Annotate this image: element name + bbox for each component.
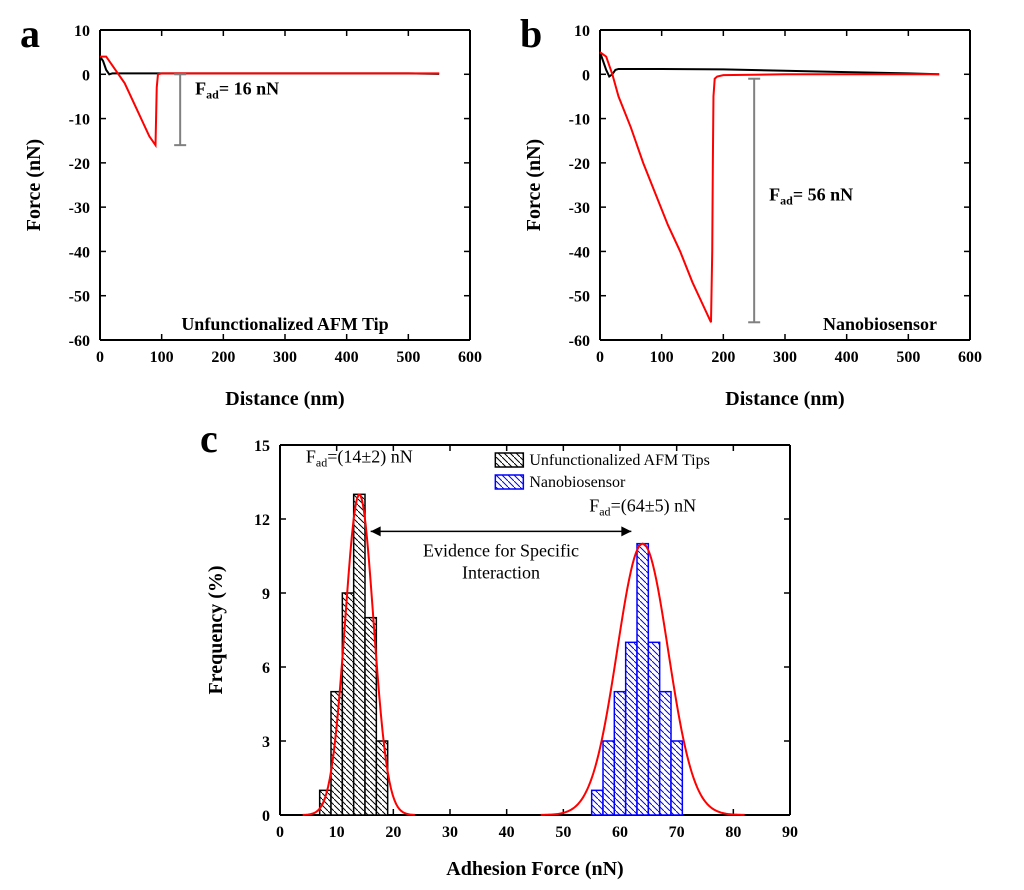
svg-text:0: 0 [262, 808, 270, 825]
figure: a -60-50-40-30-20-10010 0100200300400500… [0, 0, 1024, 889]
plot-bg [100, 30, 470, 340]
svg-text:10: 10 [74, 23, 90, 40]
svg-text:-10: -10 [69, 112, 90, 129]
svg-text:20: 20 [385, 824, 401, 841]
panel-b: b -60 -50 -40 -30 -20 -10 0 10 0 100 200 300 400 500… [520, 10, 1000, 410]
panel-c-label: c [200, 415, 218, 462]
panel-b-inset-title: Nanobiosensor [823, 314, 937, 334]
svg-text:400: 400 [335, 349, 359, 366]
svg-text:40: 40 [499, 824, 515, 841]
svg-text:100: 100 [150, 349, 174, 366]
panel-b-chart: -60 -50 -40 -30 -20 -10 0 10 0 100 200 300 400 500 60… [520, 10, 1000, 410]
svg-text:-50: -50 [569, 289, 590, 306]
svg-text:0: 0 [276, 824, 284, 841]
svg-text:60: 60 [612, 824, 628, 841]
svg-text:10: 10 [329, 824, 345, 841]
svg-text:200: 200 [211, 349, 235, 366]
panel-c-chart: 03691215 0102030405060708090 Fad=(14±2) … [200, 415, 820, 885]
svg-text:-50: -50 [69, 289, 90, 306]
svg-text:0: 0 [596, 349, 604, 366]
panel-b-label: b [520, 10, 542, 57]
svg-text:600: 600 [958, 349, 982, 366]
panel-a-inset-title: Unfunctionalized AFM Tip [181, 314, 388, 334]
svg-text:0: 0 [96, 349, 104, 366]
svg-text:0: 0 [582, 67, 590, 84]
svg-text:30: 30 [442, 824, 458, 841]
svg-text:300: 300 [273, 349, 297, 366]
y-axis-label: Force (nN) [523, 139, 545, 231]
x-axis-label: Adhesion Force (nN) [446, 858, 623, 880]
svg-text:100: 100 [650, 349, 674, 366]
svg-text:Unfunctionalized AFM Tips: Unfunctionalized AFM Tips [529, 452, 709, 469]
svg-text:50: 50 [555, 824, 571, 841]
svg-text:Nanobiosensor: Nanobiosensor [529, 474, 626, 491]
svg-text:0: 0 [82, 67, 90, 84]
svg-text:15: 15 [254, 438, 270, 455]
x-axis-label: Distance (nm) [225, 388, 344, 410]
svg-text:-40: -40 [69, 244, 90, 261]
y-axis-label: Force (nN) [23, 139, 45, 231]
svg-text:3: 3 [262, 734, 270, 751]
svg-text:400: 400 [835, 349, 859, 366]
svg-text:9: 9 [262, 586, 270, 603]
panel-c: c 0 3 6 9 12 15 0 10 20 30 40 50 60 70 80 90 [200, 415, 820, 885]
panel-a: a -60 -50 -40 -30 -20 -10 0 10 0 100 200 300 400 500… [20, 10, 500, 410]
panel-a-chart: -60 -50 -40 -30 -20 -10 0 10 0 100 200 300 400 500 60… [20, 10, 500, 410]
svg-text:80: 80 [725, 824, 741, 841]
svg-text:90: 90 [782, 824, 798, 841]
svg-text:-10: -10 [569, 112, 590, 129]
svg-text:70: 70 [669, 824, 685, 841]
svg-text:500: 500 [896, 349, 920, 366]
svg-text:600: 600 [458, 349, 482, 366]
svg-text:200: 200 [711, 349, 735, 366]
svg-text:-30: -30 [569, 200, 590, 217]
y-axis-label: Frequency (%) [205, 565, 227, 694]
x-axis-label: Distance (nm) [725, 388, 844, 410]
svg-text:10: 10 [574, 23, 590, 40]
svg-text:-20: -20 [569, 156, 590, 173]
svg-text:300: 300 [773, 349, 797, 366]
svg-text:12: 12 [254, 512, 270, 529]
svg-text:-60: -60 [69, 333, 90, 350]
svg-text:-20: -20 [69, 156, 90, 173]
svg-text:-40: -40 [569, 244, 590, 261]
svg-text:6: 6 [262, 660, 270, 677]
panel-a-label: a [20, 10, 40, 57]
svg-text:-60: -60 [569, 333, 590, 350]
svg-text:-30: -30 [69, 200, 90, 217]
plot-bg [600, 30, 970, 340]
svg-text:500: 500 [396, 349, 420, 366]
